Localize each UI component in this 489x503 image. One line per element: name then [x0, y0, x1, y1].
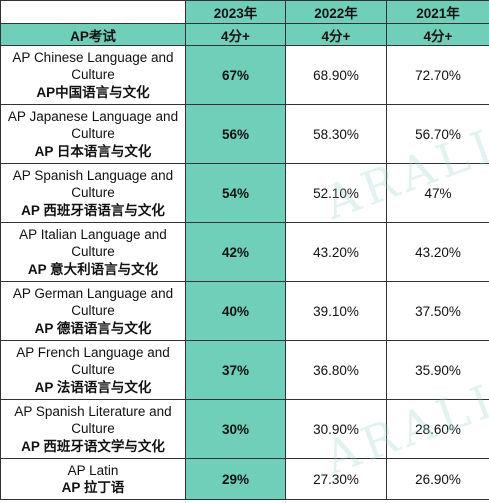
rate-2023: 42%	[185, 222, 286, 282]
exam-name-cell: AP French Language and Culture AP 法语语言与文化	[0, 340, 186, 400]
rate-2021: 26.90%	[386, 458, 489, 500]
exam-name-cell: AP German Language and Culture AP 德语语言与文化	[0, 281, 186, 341]
rate-2022: 27.30%	[285, 458, 387, 500]
rate-2021: 43.20%	[386, 222, 489, 282]
rate-2022: 43.20%	[285, 222, 387, 282]
score-header-2021: 4分+	[386, 23, 489, 46]
rate-2023: 37%	[185, 340, 286, 400]
exam-name-cell: AP Japanese Language and Culture AP 日本语言与…	[0, 104, 186, 164]
exam-name-zh: AP 意大利语言与文化	[27, 261, 159, 277]
table-row: AP German Language and Culture AP 德语语言与文化…	[0, 281, 489, 341]
exam-name-zh: AP 西班牙语语言与文化	[21, 202, 165, 218]
exam-name-cell: AP Latin AP 拉丁语	[0, 458, 186, 500]
table-row: AP Spanish Literature and Culture AP 西班牙语…	[0, 399, 489, 459]
exam-name-cell: AP Chinese Language and Culture AP中国语言与文化	[0, 45, 186, 105]
rate-2021: 35.90%	[386, 340, 489, 400]
rate-2022: 68.90%	[285, 45, 387, 105]
exam-name-en: AP Latin	[67, 462, 119, 478]
exam-name-en: AP Spanish Language and Culture	[12, 167, 174, 201]
exam-name-cell: AP Italian Language and Culture AP 意大利语言与…	[0, 222, 186, 282]
rate-2023: 30%	[185, 399, 286, 459]
score-header-2023: 4分+	[185, 23, 286, 46]
exam-name-en: AP Japanese Language and Culture	[7, 108, 179, 142]
rate-2023: 40%	[185, 281, 286, 341]
table-row: AP Chinese Language and Culture AP中国语言与文化…	[0, 45, 489, 105]
rate-2023: 56%	[185, 104, 286, 164]
exam-name-zh: AP中国语言与文化	[36, 84, 150, 100]
exam-name-en: AP Spanish Literature and Culture	[14, 403, 172, 437]
exam-name-zh: AP 德语语言与文化	[34, 320, 152, 336]
table-row: AP Japanese Language and Culture AP 日本语言与…	[0, 104, 489, 164]
exam-name-en: AP French Language and Culture	[16, 344, 170, 378]
exam-name-zh: AP 法语语言与文化	[34, 379, 152, 395]
exam-name-zh: AP 日本语言与文化	[34, 143, 152, 159]
corner-cell	[0, 0, 186, 24]
score-header-row: AP考试 4分+ 4分+ 4分+	[0, 23, 489, 46]
rate-2022: 58.30%	[285, 104, 387, 164]
exam-name-zh: AP 拉丁语	[61, 480, 125, 495]
rate-2021: 72.70%	[386, 45, 489, 105]
exam-name-en: AP Chinese Language and Culture	[12, 49, 174, 83]
exam-name-cell: AP Spanish Literature and Culture AP 西班牙语…	[0, 399, 186, 459]
year-header-row: 2023年 2022年 2021年	[0, 0, 489, 24]
rate-2022: 39.10%	[285, 281, 387, 341]
rate-2021: 47%	[386, 163, 489, 223]
table-row: AP Spanish Language and Culture AP 西班牙语语言…	[0, 163, 489, 223]
rate-2022: 52.10%	[285, 163, 387, 223]
rate-2021: 56.70%	[386, 104, 489, 164]
rate-2021: 37.50%	[386, 281, 489, 341]
table-row: AP French Language and Culture AP 法语语言与文化…	[0, 340, 489, 400]
exam-name-en: AP Italian Language and Culture	[19, 226, 167, 260]
rate-2022: 30.90%	[285, 399, 387, 459]
year-header-2022: 2022年	[285, 0, 387, 24]
rate-2023: 29%	[185, 458, 286, 500]
rate-2023: 67%	[185, 45, 286, 105]
exam-name-cell: AP Spanish Language and Culture AP 西班牙语语言…	[0, 163, 186, 223]
exam-name-zh: AP 西班牙语文学与文化	[21, 438, 165, 454]
exam-name-en: AP German Language and Culture	[12, 285, 174, 319]
rate-2023: 54%	[185, 163, 286, 223]
year-header-2023: 2023年	[185, 0, 286, 24]
table-row: AP Latin AP 拉丁语 29% 27.30% 26.90%	[0, 458, 489, 500]
table-row: AP Italian Language and Culture AP 意大利语言与…	[0, 222, 489, 282]
exam-header: AP考试	[0, 23, 186, 46]
rate-2022: 36.80%	[285, 340, 387, 400]
rate-2021: 28.60%	[386, 399, 489, 459]
score-header-2022: 4分+	[285, 23, 387, 46]
year-header-2021: 2021年	[386, 0, 489, 24]
